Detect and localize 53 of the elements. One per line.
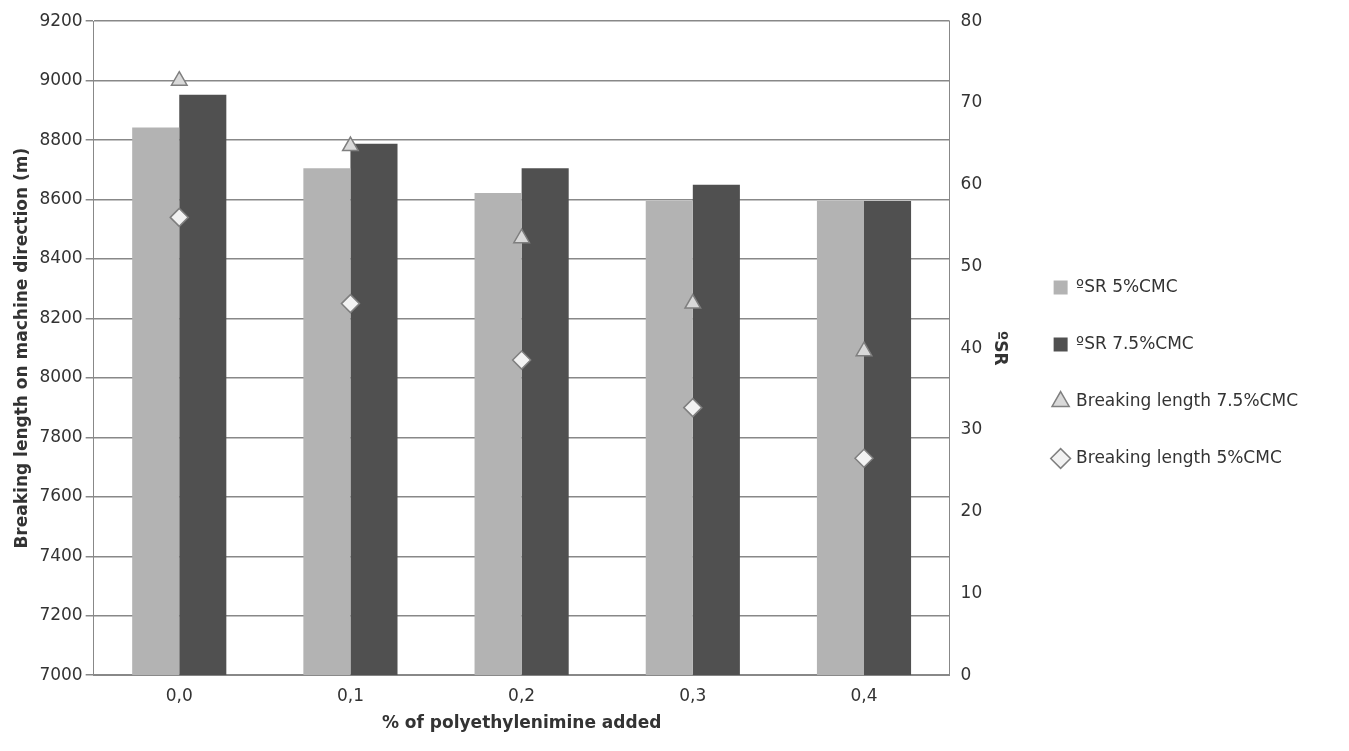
point [511, 350, 532, 370]
bar [692, 184, 740, 676]
point [341, 136, 359, 152]
y2-tick-label: 70 [960, 91, 983, 112]
bar [350, 143, 398, 676]
point [855, 341, 873, 357]
y-axis-title: Breaking length on machine direction (m) [10, 147, 31, 549]
point [169, 207, 190, 228]
bar [303, 168, 351, 676]
point [684, 293, 702, 309]
x-tick-label: 0,1 [336, 684, 364, 705]
point [683, 397, 703, 418]
y2-tick-label: 0 [960, 663, 972, 684]
y-tick-label: 8400 [39, 247, 83, 268]
y-tick-label: 7600 [39, 485, 83, 506]
y2-tick-label: 50 [960, 254, 983, 275]
legend-label: Breaking length 7.5%CMC [1076, 389, 1299, 410]
x-tick-label: 0,2 [508, 684, 536, 705]
x-tick-label: 0,3 [679, 684, 707, 705]
bar [474, 192, 522, 676]
y-tick-label: 7200 [39, 604, 83, 625]
point [170, 70, 188, 86]
y2-tick-label: 10 [960, 581, 983, 602]
bar [645, 201, 693, 676]
y2-tick-label: 80 [960, 9, 983, 30]
point [854, 448, 874, 468]
legend-label: ºSR 5%CMC [1076, 275, 1178, 296]
y2-tick-label: 20 [960, 500, 983, 521]
bar [132, 127, 180, 676]
y2-tick-label: 40 [960, 336, 983, 357]
y-tick-label: 9200 [39, 9, 83, 30]
x-tick-label: 0,4 [850, 684, 878, 705]
legend-label: ºSR 7.5%CMC [1076, 332, 1194, 353]
y-tick-label: 8600 [39, 187, 83, 208]
y-tick-label: 9000 [39, 69, 83, 90]
x-axis-title: % of polyethylenimine added [381, 712, 662, 733]
legend-label: Breaking length 5%CMC [1076, 446, 1282, 467]
y2-axis-title: ºSR [991, 330, 1011, 366]
bar [521, 168, 569, 676]
y-tick-label: 7800 [39, 425, 83, 446]
y-tick-label: 7400 [39, 544, 83, 565]
y2-tick-label: 30 [960, 418, 983, 439]
y2-tick-label: 60 [960, 173, 983, 194]
y-tick-label: 8000 [39, 366, 83, 387]
point [340, 293, 361, 314]
bar [179, 94, 227, 676]
y-tick-label: 8800 [39, 128, 83, 149]
x-tick-label: 0,0 [165, 684, 193, 705]
point [513, 228, 531, 244]
bar [816, 201, 864, 676]
y-tick-label: 8200 [39, 306, 83, 327]
y-tick-label: 7000 [39, 663, 83, 684]
bar [864, 201, 912, 676]
